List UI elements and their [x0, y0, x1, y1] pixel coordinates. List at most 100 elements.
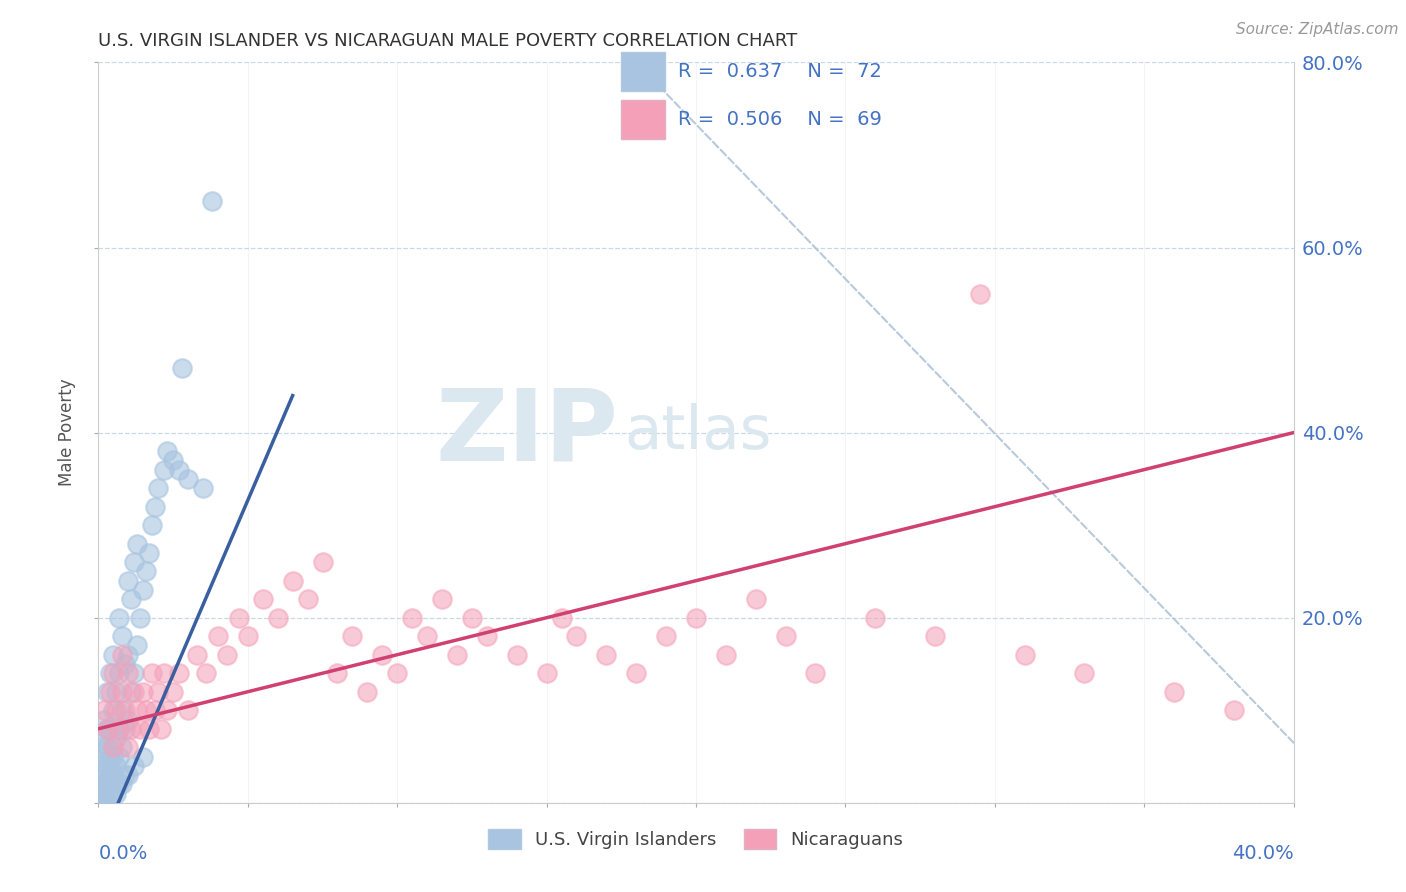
Point [143, 500, 166, 514]
Point [162, 453, 184, 467]
Text: atlas: atlas [624, 403, 772, 462]
Point [969, 286, 991, 301]
Point [148, 481, 170, 495]
Text: R =  0.506    N =  69: R = 0.506 N = 69 [678, 110, 882, 129]
Point [162, 685, 184, 699]
Point [105, 685, 128, 699]
Point [401, 610, 423, 624]
Point [111, 629, 134, 643]
Point [124, 758, 146, 772]
Text: R =  0.637    N =  72: R = 0.637 N = 72 [678, 62, 882, 81]
Point [108, 777, 131, 791]
Point [108, 722, 131, 736]
Point [117, 768, 139, 782]
Point [132, 685, 155, 699]
Point [177, 703, 200, 717]
Point [356, 685, 378, 699]
Point [111, 703, 134, 717]
Point [111, 777, 134, 791]
Point [103, 648, 125, 662]
Point [98, 722, 122, 736]
Point [745, 592, 768, 607]
Point [90, 758, 112, 772]
Point [120, 722, 142, 736]
Point [129, 610, 152, 624]
Point [153, 666, 176, 681]
Point [186, 648, 208, 662]
Point [117, 666, 139, 681]
Point [135, 703, 157, 717]
Point [865, 610, 887, 624]
Point [114, 722, 136, 736]
Point [153, 462, 176, 476]
Point [120, 685, 142, 699]
Point [117, 740, 139, 755]
Point [148, 685, 170, 699]
Point [117, 713, 139, 727]
Point [416, 629, 439, 643]
Point [127, 639, 149, 653]
Point [90, 777, 112, 791]
Point [108, 749, 131, 764]
Point [103, 768, 125, 782]
Point [96, 777, 118, 791]
Point [111, 685, 134, 699]
Legend: U.S. Virgin Islanders, Nicaraguans: U.S. Virgin Islanders, Nicaraguans [481, 822, 911, 856]
Bar [621, 100, 665, 139]
Point [135, 565, 157, 579]
Text: U.S. VIRGIN ISLANDER VS NICARAGUAN MALE POVERTY CORRELATION CHART: U.S. VIRGIN ISLANDER VS NICARAGUAN MALE … [98, 32, 797, 50]
Point [132, 749, 155, 764]
Point [93, 787, 115, 801]
Point [267, 610, 290, 624]
Bar [621, 52, 665, 91]
Point [105, 758, 128, 772]
Text: Source: ZipAtlas.com: Source: ZipAtlas.com [1236, 22, 1399, 37]
Point [108, 610, 131, 624]
Point [98, 768, 122, 782]
Point [103, 666, 125, 681]
Point [506, 648, 529, 662]
Point [103, 703, 125, 717]
Point [195, 666, 218, 681]
Point [103, 749, 125, 764]
Point [385, 666, 409, 681]
Point [114, 703, 136, 717]
Point [1014, 648, 1036, 662]
Point [228, 610, 250, 624]
Point [655, 629, 678, 643]
Point [430, 592, 453, 607]
Point [685, 610, 707, 624]
Point [98, 749, 122, 764]
Point [167, 462, 190, 476]
Point [326, 666, 349, 681]
Point [252, 592, 274, 607]
Point [124, 666, 146, 681]
Point [565, 629, 588, 643]
Point [177, 472, 200, 486]
Point [775, 629, 797, 643]
Point [105, 703, 128, 717]
Point [129, 722, 152, 736]
Point [98, 666, 122, 681]
Point [96, 787, 118, 801]
Point [103, 787, 125, 801]
Point [138, 546, 160, 560]
Point [117, 574, 139, 588]
Point [124, 685, 146, 699]
Point [297, 592, 319, 607]
Point [98, 787, 122, 801]
Point [156, 703, 179, 717]
Point [714, 648, 737, 662]
Point [167, 666, 190, 681]
Point [96, 722, 118, 736]
Point [156, 444, 179, 458]
Point [114, 657, 136, 671]
Point [105, 787, 128, 801]
Point [201, 194, 224, 209]
Point [93, 768, 115, 782]
Point [127, 536, 149, 550]
Point [138, 722, 160, 736]
Point [93, 749, 115, 764]
Point [311, 555, 333, 569]
Point [90, 740, 112, 755]
